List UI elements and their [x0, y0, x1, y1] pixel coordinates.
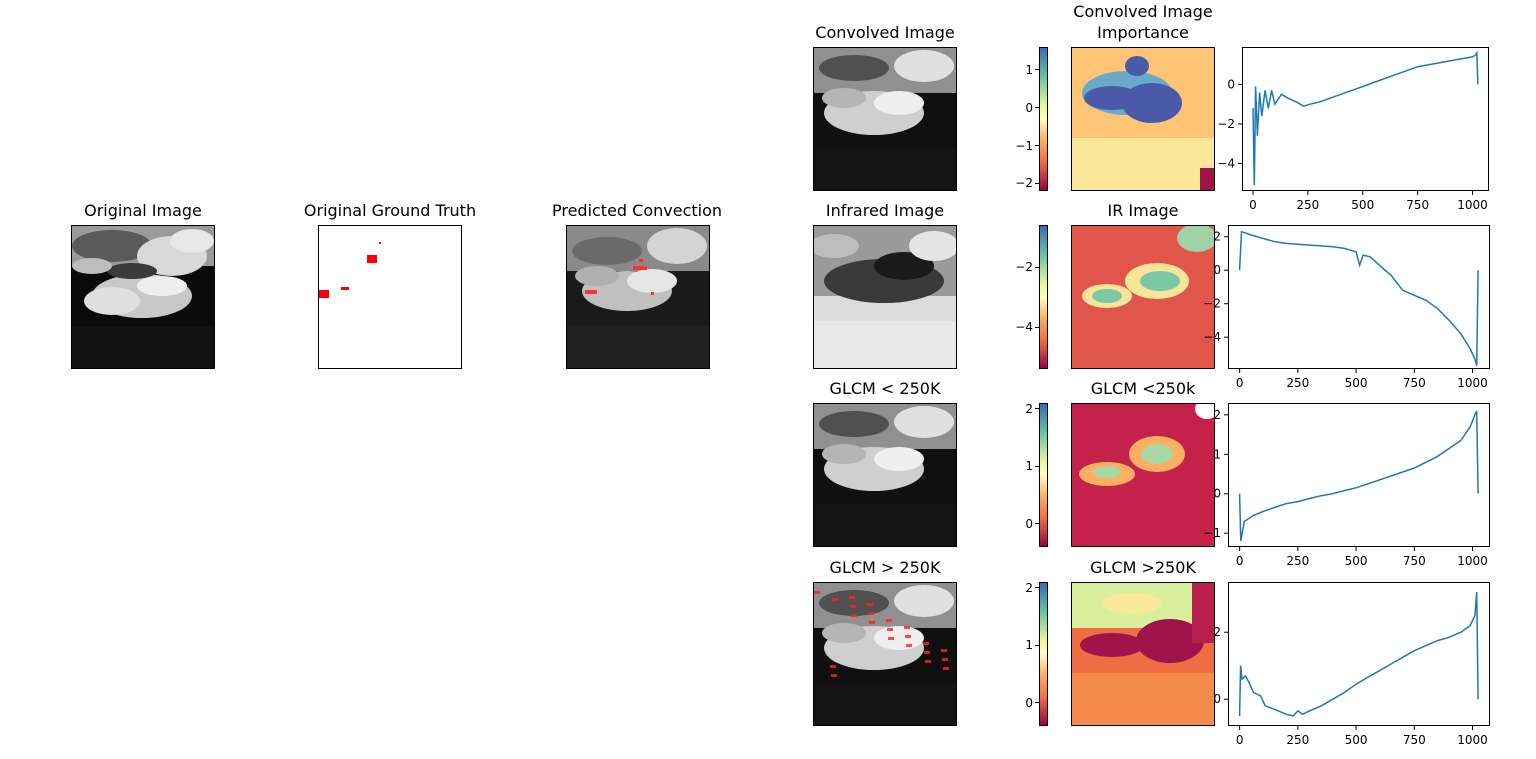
x-tick-label: 0	[1236, 554, 1244, 568]
y-tick-label: 2	[1213, 408, 1221, 422]
row-image	[813, 582, 957, 726]
colorbar-tick-label: 2	[1025, 580, 1033, 595]
predicted-convection-title: Predicted Convection	[551, 201, 723, 220]
y-tick-label: −1	[1203, 526, 1221, 540]
x-tick-label: 750	[1403, 376, 1426, 390]
x-tick-label: 250	[1296, 198, 1319, 212]
x-tick-label: 500	[1345, 554, 1368, 568]
x-tick-label: 0	[1249, 198, 1257, 212]
colorbar-tick-mark	[1035, 69, 1039, 71]
series-line	[1238, 591, 1479, 717]
importance-title: GLCM >250K	[1090, 558, 1196, 577]
x-tick-label: 750	[1406, 198, 1429, 212]
ground-truth-title: Original Ground Truth	[303, 201, 477, 220]
row-image-title: GLCM < 250K	[829, 379, 941, 398]
colorbar-tick-label: 0	[1025, 695, 1033, 710]
colorbar-tick-label: 0	[1025, 100, 1033, 115]
x-tick-label: 0	[1236, 376, 1244, 390]
colorbar-tick-mark	[1035, 326, 1039, 328]
colorbar-tick-mark	[1035, 465, 1039, 467]
y-tick-label: 0	[1213, 692, 1221, 706]
colorbar-tick-label: −2	[1015, 176, 1033, 191]
colorbar-tick-mark	[1035, 587, 1039, 589]
x-tick-label: 500	[1345, 376, 1368, 390]
x-tick-label: 0	[1236, 733, 1244, 747]
x-tick-label: 1000	[1457, 554, 1488, 568]
original-satellite-image	[71, 225, 215, 369]
x-tick-label: 1000	[1457, 198, 1488, 212]
colorbar-tick-mark	[1035, 523, 1039, 525]
importance-map	[1071, 225, 1215, 369]
colorbar-tick-label: 1	[1025, 62, 1033, 77]
x-tick-label: 500	[1351, 198, 1374, 212]
y-tick-label: 0	[1213, 487, 1221, 501]
importance-map	[1071, 403, 1215, 547]
x-tick-label: 250	[1286, 554, 1309, 568]
y-tick-label: −2	[1217, 117, 1235, 131]
x-tick-label: 750	[1403, 554, 1426, 568]
line-plot: 0 250 500 750 1000 2 0 −2 −4	[1203, 225, 1490, 390]
y-tick-label: 2	[1213, 625, 1221, 639]
y-tick-label: 0	[1227, 77, 1235, 91]
colorbar	[1039, 403, 1048, 547]
colorbar-tick-mark	[1035, 702, 1039, 704]
row-image-title: Convolved Image	[815, 23, 955, 42]
y-tick-label: 2	[1213, 230, 1221, 244]
colorbar-tick-label: 1	[1025, 459, 1033, 474]
row-image	[813, 403, 957, 547]
colorbar	[1039, 47, 1048, 191]
colorbar	[1039, 225, 1048, 369]
row-image	[813, 47, 957, 191]
row-image-title: GLCM > 250K	[829, 558, 941, 577]
importance-title: GLCM <250k	[1090, 379, 1196, 398]
x-tick-label: 1000	[1457, 376, 1488, 390]
colorbar-tick-mark	[1035, 408, 1039, 410]
x-tick-label: 250	[1286, 733, 1309, 747]
importance-title: Convolved Image	[1073, 2, 1213, 21]
colorbar-tick-mark	[1035, 644, 1039, 646]
x-tick-label: 500	[1345, 733, 1368, 747]
y-tick-label: −4	[1217, 156, 1235, 170]
plot-frame	[1228, 582, 1490, 726]
colorbar-tick-label: 2	[1025, 401, 1033, 416]
colorbar-tick-mark	[1035, 145, 1039, 147]
line-plot: 0 250 500 750 1000 2 1 0 −1	[1203, 403, 1490, 568]
importance-title: IR Image	[1107, 201, 1179, 220]
x-tick-label: 1000	[1457, 733, 1488, 747]
colorbar	[1039, 582, 1048, 726]
importance-map	[1071, 47, 1215, 191]
row-image	[813, 225, 957, 369]
truth-blob	[367, 255, 377, 263]
y-tick-label: −4	[1203, 330, 1221, 344]
ground-truth-mask	[318, 225, 462, 369]
plot-frame	[1228, 403, 1490, 547]
colorbar-tick-mark	[1035, 182, 1039, 184]
y-tick-label: 0	[1213, 263, 1221, 277]
series-line	[1252, 50, 1479, 186]
importance-map	[1071, 582, 1215, 726]
y-tick-label: 1	[1213, 447, 1221, 461]
colorbar-tick-mark	[1035, 266, 1039, 268]
colorbar-tick-label: 1	[1025, 638, 1033, 653]
importance-title-line2: Importance	[1097, 23, 1189, 42]
colorbar-tick-label: −1	[1015, 138, 1033, 153]
original-image-title: Original Image	[84, 201, 202, 220]
series-line	[1238, 410, 1479, 542]
series-line	[1238, 230, 1479, 366]
predicted-convection-image	[566, 225, 710, 369]
plot-frame	[1228, 225, 1490, 369]
x-tick-label: 250	[1286, 376, 1309, 390]
plot-frame	[1242, 47, 1489, 191]
x-tick-label: 750	[1403, 733, 1426, 747]
y-tick-label: −2	[1203, 297, 1221, 311]
line-plot: 0 250 500 750 1000 0 −2 −4	[1217, 47, 1489, 212]
colorbar-tick-label: −2	[1015, 260, 1033, 274]
colorbar-tick-label: −4	[1015, 320, 1033, 334]
colorbar-tick-label: 0	[1025, 516, 1033, 531]
colorbar-tick-mark	[1035, 107, 1039, 109]
line-plot: 0 250 500 750 1000 2 0	[1213, 582, 1490, 747]
row-image-title: Infrared Image	[825, 201, 945, 220]
